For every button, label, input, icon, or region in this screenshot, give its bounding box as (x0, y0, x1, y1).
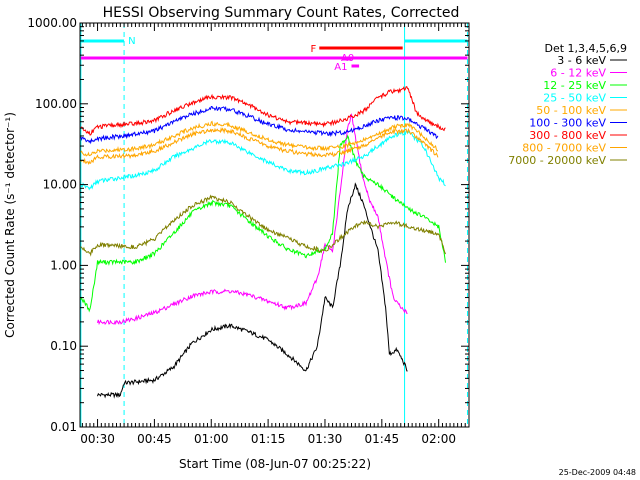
y-tick-label: 100.00 (35, 97, 77, 111)
legend-entry: 7000 - 20000 keV (508, 154, 606, 167)
plot-frame (79, 22, 470, 428)
chart-title: HESSI Observing Summary Count Rates, Cor… (103, 5, 460, 21)
series-line (80, 86, 446, 136)
flag-label: N (128, 36, 135, 47)
y-axis: 0.01 0.10 1.00 10.00 100.00 1000.00 (27, 16, 469, 434)
y-tick-label: 0.10 (50, 339, 77, 353)
x-tick-label: 00:45 (137, 432, 172, 446)
series-line (80, 105, 439, 145)
timestamp: 25-Dec-2009 04:48 (559, 468, 636, 477)
y-tick-label: 0.01 (50, 420, 77, 434)
flag-label: A0 (341, 53, 354, 64)
legend-entry: 800 - 7000 keV (522, 142, 606, 155)
legend-entry: 300 - 800 keV (529, 129, 606, 142)
x-tick-label: 02:00 (421, 432, 456, 446)
series-line (80, 134, 446, 313)
x-axis: 00:30 00:45 01:00 01:15 01:30 01:45 02:00 (80, 23, 470, 446)
x-tick-label: 01:30 (308, 432, 343, 446)
legend-entry: 100 - 300 keV (529, 117, 606, 130)
legend-entry: 25 - 50 keV (543, 92, 606, 105)
series-line (97, 182, 408, 399)
legend-entry: 12 - 25 keV (543, 79, 606, 92)
x-tick-label: 01:00 (194, 432, 229, 446)
legend-entry: 50 - 100 keV (536, 104, 606, 117)
flag-label: F (311, 44, 317, 55)
flag-label: A1 (334, 62, 347, 73)
legend-title: Det 1,3,4,5,6,9 (544, 42, 627, 55)
legend-entry: 3 - 6 keV (557, 54, 606, 67)
y-tick-label: 10.00 (43, 178, 77, 192)
series-line (80, 194, 446, 257)
x-tick-label: 01:45 (365, 432, 400, 446)
x-axis-label: Start Time (08-Jun-07 00:25:22) (179, 457, 371, 471)
series-line (80, 120, 439, 157)
series-line (97, 112, 408, 326)
y-axis-label: Corrected Count Rate (s⁻¹ detector⁻¹) (3, 112, 17, 338)
series-line (80, 128, 446, 191)
x-tick-label: 01:15 (251, 432, 286, 446)
series-line (80, 126, 439, 165)
x-tick-label: 00:30 (80, 432, 115, 446)
y-tick-label: 1.00 (50, 258, 77, 272)
y-tick-label: 1000.00 (27, 16, 77, 30)
legend-entry: 6 - 12 keV (550, 67, 606, 80)
